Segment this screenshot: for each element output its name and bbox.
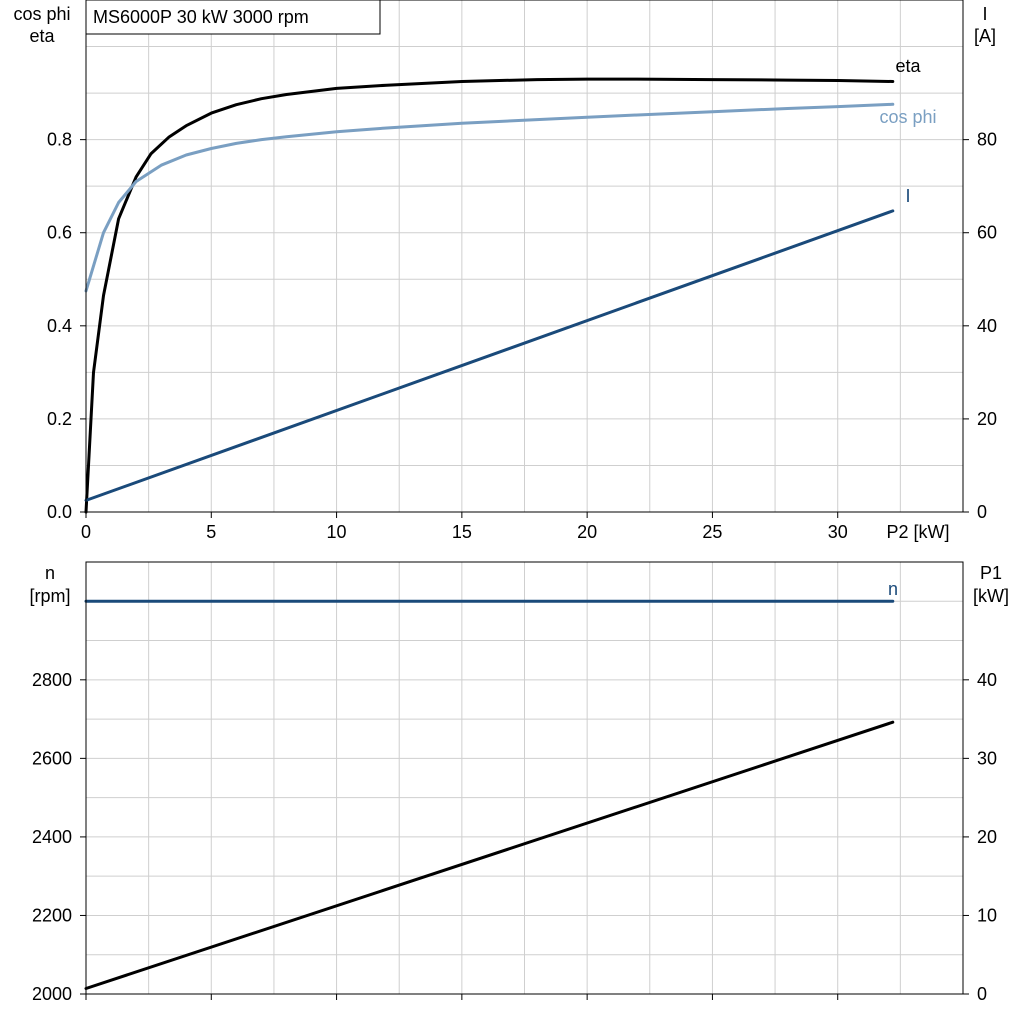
right-tick-label: 20 — [977, 827, 997, 847]
right-tick-label: 30 — [977, 748, 997, 768]
x-tick-label: 20 — [577, 522, 597, 542]
series-line-p1 — [84, 720, 895, 990]
series-label-n: n — [888, 579, 898, 599]
right-axis-label-i: I — [982, 4, 987, 24]
left-tick-label: 2200 — [32, 905, 72, 925]
bottom-plot-frame — [85, 561, 964, 995]
right-tick-label: 20 — [977, 409, 997, 429]
bottom-series-labels: n — [888, 579, 898, 599]
top-right-ticks: 0 20 40 60 80 — [963, 130, 997, 522]
series-line-i — [84, 209, 895, 502]
x-tick-label: 25 — [702, 522, 722, 542]
bottom-right-ticks: 0 10 20 30 40 — [963, 670, 997, 1004]
bottom-series — [84, 599, 895, 990]
bottom-right-axis-label-p1: P1 — [980, 563, 1002, 583]
top-series — [84, 77, 895, 514]
bottom-left-ticks: 2000 2200 2400 2600 2800 — [32, 670, 86, 1004]
left-axis-label-cosphi: cos phi — [13, 4, 70, 24]
left-tick-label: 2400 — [32, 827, 72, 847]
right-tick-label: 80 — [977, 130, 997, 150]
right-tick-label: 40 — [977, 670, 997, 690]
right-tick-label: 10 — [977, 905, 997, 925]
left-tick-label: 2600 — [32, 748, 72, 768]
right-tick-label: 0 — [977, 984, 987, 1004]
left-tick-label: 2800 — [32, 670, 72, 690]
series-label-cos-phi: cos phi — [879, 107, 936, 127]
top-grid — [85, 0, 963, 518]
chart-title: MS6000P 30 kW 3000 rpm — [93, 7, 309, 27]
right-tick-label: 60 — [977, 223, 997, 243]
left-axis-label-eta: eta — [29, 26, 55, 46]
left-tick-label: 0.8 — [47, 130, 72, 150]
left-tick-label: 2000 — [32, 984, 72, 1004]
top-chart: 0 5 10 15 20 25 30 0.0 0.2 0.4 0.6 0.8 0 20 40 60 80 e… — [13, 0, 997, 542]
x-tick-label: 0 — [81, 522, 91, 542]
left-tick-label: 0.0 — [47, 502, 72, 522]
right-axis-label-i-unit: [A] — [974, 26, 996, 46]
title-box — [85, 0, 381, 35]
left-tick-label: 0.2 — [47, 409, 72, 429]
x-tick-label: 15 — [452, 522, 472, 542]
series-label-eta: eta — [895, 56, 921, 76]
series-label-i: I — [905, 186, 910, 206]
right-tick-label: 40 — [977, 316, 997, 336]
bottom-grid — [85, 562, 963, 1000]
left-tick-label: 0.6 — [47, 223, 72, 243]
top-left-ticks: 0.0 0.2 0.4 0.6 0.8 — [47, 130, 86, 522]
x-tick-label: 30 — [828, 522, 848, 542]
top-x-ticks: 0 5 10 15 20 25 30 — [81, 522, 848, 542]
bottom-left-axis-label-n: n — [45, 563, 55, 583]
bottom-left-axis-label-rpm: [rpm] — [29, 586, 70, 606]
left-tick-label: 0.4 — [47, 316, 72, 336]
top-plot-frame — [85, 0, 964, 513]
series-line-eta — [84, 77, 895, 514]
bottom-chart: 2000 2200 2400 2600 2800 0 10 20 30 40 n n [rpm]… — [29, 561, 1009, 1004]
x-tick-label: 5 — [206, 522, 216, 542]
x-axis-label: P2 [kW] — [886, 522, 949, 542]
bottom-right-axis-label-kw: [kW] — [973, 586, 1009, 606]
top-series-labels: eta cos phi I — [879, 56, 936, 206]
x-tick-label: 10 — [327, 522, 347, 542]
series-line-cos-phi — [84, 102, 895, 293]
right-tick-label: 0 — [977, 502, 987, 522]
